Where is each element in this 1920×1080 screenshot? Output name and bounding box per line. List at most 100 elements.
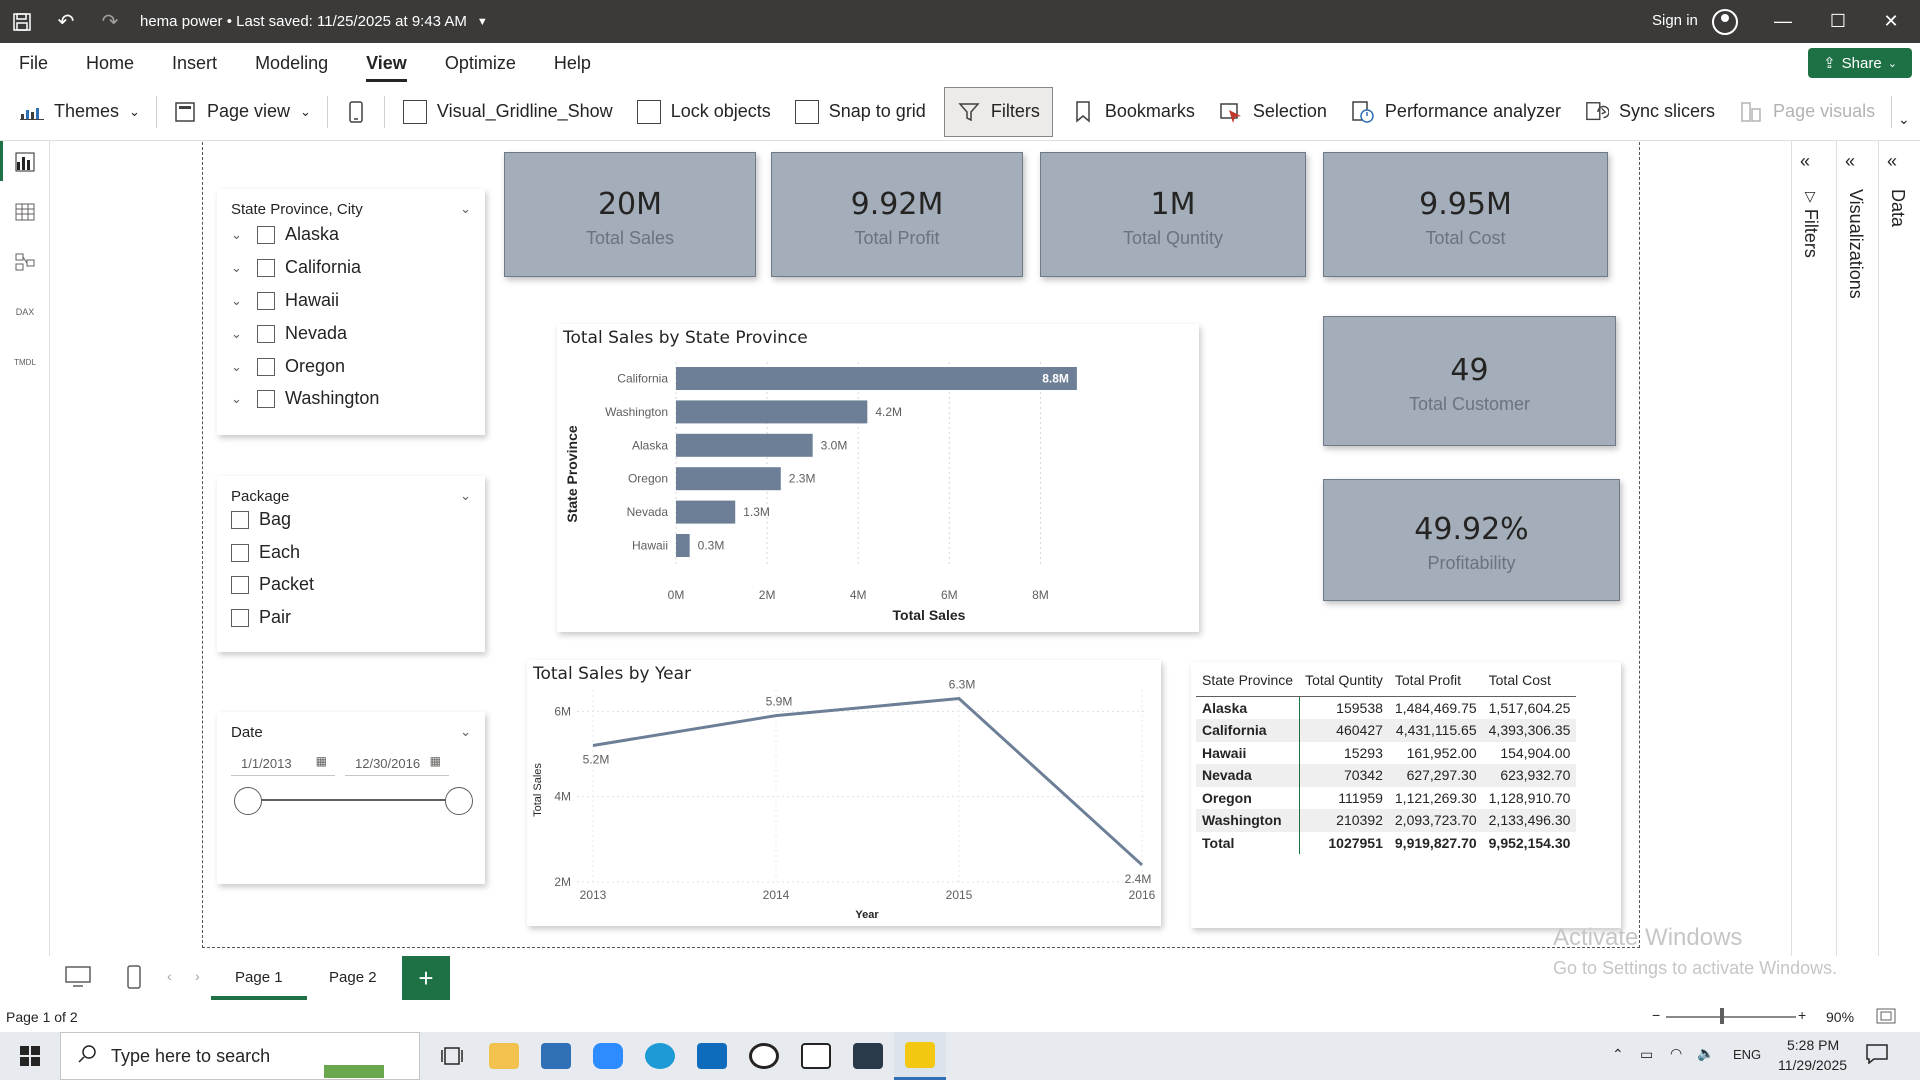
slicer-item-each[interactable]: Each	[231, 542, 300, 563]
sales-line-series[interactable]	[592, 696, 1144, 867]
expand-chevron-icon[interactable]: ⌄	[231, 292, 242, 308]
menu-file[interactable]: File	[0, 43, 67, 83]
slicer-item-california[interactable]: ⌄ California	[231, 257, 361, 278]
slicer-item-hawaii[interactable]: ⌄ Hawaii	[231, 290, 339, 311]
checkbox[interactable]	[231, 510, 249, 529]
snap-to-grid-checkbox[interactable]: Snap to grid	[783, 87, 938, 137]
language-indicator[interactable]: ENG	[1733, 1047, 1762, 1062]
dark-app-icon[interactable]	[842, 1032, 894, 1080]
notification-center-icon[interactable]	[1866, 1044, 1888, 1069]
kpi-total-customer[interactable]: 49 Total Customer	[1323, 316, 1616, 446]
column-header[interactable]: Total Quntity	[1299, 670, 1389, 697]
windows-start-icon[interactable]	[0, 1032, 60, 1080]
table-total-row[interactable]: Total 1027951 9,919,827.70 9,952,154.30	[1196, 831, 1576, 854]
document-title[interactable]: hema power • Last saved: 11/25/2025 at 9…	[140, 13, 467, 30]
mobile-layout-icon[interactable]	[127, 965, 141, 994]
page-view-button[interactable]: Page view ⌄	[161, 87, 323, 137]
checkbox[interactable]	[257, 324, 275, 343]
table-row[interactable]: Nevada 70342 627,297.30 623,932.70	[1196, 764, 1577, 787]
location-slicer[interactable]: State Province, City ⌄ ⌄ Alaska ⌄ Californ…	[217, 189, 485, 435]
date-range-start-handle[interactable]	[234, 787, 262, 815]
slicer-item-pair[interactable]: Pair	[231, 607, 291, 628]
zoom-app-icon[interactable]	[582, 1032, 634, 1080]
checkbox[interactable]	[257, 291, 275, 310]
column-header[interactable]: Total Profit	[1388, 670, 1483, 697]
zoom-slider-track[interactable]	[1666, 1016, 1796, 1018]
bar[interactable]	[676, 467, 781, 491]
chevron-down-icon[interactable]: ⌄	[460, 488, 471, 503]
expand-chevron-icon[interactable]: ⌄	[231, 358, 242, 374]
data-pane-collapsed[interactable]: « Data	[1878, 141, 1920, 956]
undo-icon[interactable]: ↶	[57, 11, 75, 33]
dax-query-view-icon[interactable]: DAX	[15, 307, 35, 317]
performance-analyzer-button[interactable]: Performance analyzer	[1339, 87, 1573, 137]
minimize-icon[interactable]: —	[1774, 11, 1792, 31]
zoom-out-icon[interactable]: −	[1652, 1007, 1661, 1023]
store-icon[interactable]	[530, 1032, 582, 1080]
expand-chevron-icon[interactable]: ⌄	[231, 226, 242, 242]
volume-icon[interactable]: 🔈	[1697, 1045, 1715, 1061]
power-bi-icon[interactable]	[894, 1032, 946, 1080]
bar[interactable]	[676, 400, 868, 424]
table-view-icon[interactable]	[12, 199, 38, 225]
slicer-item-nevada[interactable]: ⌄ Nevada	[231, 323, 347, 344]
battery-icon[interactable]: ▭	[1640, 1046, 1654, 1062]
expand-pane-icon[interactable]: «	[1845, 151, 1856, 171]
menu-view[interactable]: View	[347, 43, 426, 83]
report-view-icon[interactable]	[12, 149, 38, 175]
previous-page-icon[interactable]: ‹	[167, 968, 172, 984]
summary-table-card[interactable]: State Province Total Quntity Total Profi…	[1191, 662, 1621, 928]
table-row[interactable]: Hawaii 15293 161,952.00 154,904.00	[1196, 741, 1576, 764]
bookmarks-button[interactable]: Bookmarks	[1059, 87, 1207, 137]
calendar-icon[interactable]: ▦	[429, 754, 441, 768]
taskbar-search-input[interactable]: Type here to search	[60, 1032, 420, 1080]
gridline-checkbox-box[interactable]	[402, 99, 427, 124]
slicer-item-alaska[interactable]: ⌄ Alaska	[231, 224, 339, 245]
kpi-total-cost[interactable]: 9.95M Total Cost	[1323, 152, 1608, 277]
checkbox[interactable]	[231, 608, 249, 627]
checkbox[interactable]	[257, 389, 275, 408]
lock-objects-checkbox[interactable]: Lock objects	[625, 87, 783, 137]
table-row[interactable]: Alaska 159538 1,484,469.75 1,517,604.25	[1196, 696, 1576, 719]
slicer-item-bag[interactable]: Bag	[231, 509, 291, 530]
calendar-icon[interactable]: ▦	[315, 754, 327, 768]
tab-page-1[interactable]: Page 1	[211, 956, 307, 1000]
menu-home[interactable]: Home	[67, 43, 153, 83]
add-page-button[interactable]: +	[402, 956, 450, 1000]
checkbox[interactable]	[231, 543, 249, 562]
table-row[interactable]: California 460427 4,431,115.65 4,393,306.35	[1196, 719, 1577, 742]
tmdl-view-icon[interactable]: TMDL	[14, 357, 36, 367]
kpi-total-quantity[interactable]: 1M Total Quntity	[1040, 152, 1306, 277]
bar[interactable]	[676, 433, 813, 457]
gridline-checkbox[interactable]: Visual_Gridline_Show	[389, 87, 625, 137]
slicer-item-washington[interactable]: ⌄ Washington	[231, 388, 379, 409]
page-visuals-button[interactable]: Page visuals	[1727, 87, 1887, 137]
filters-pane-toggle[interactable]: Filters	[943, 86, 1053, 137]
chevron-down-icon[interactable]: ⌄	[460, 724, 471, 739]
end-date-input[interactable]: 12/30/2016 ▦	[345, 748, 449, 776]
edge-browser-icon[interactable]	[634, 1032, 686, 1080]
kpi-total-profit[interactable]: 9.92M Total Profit	[771, 152, 1023, 277]
file-explorer-icon[interactable]	[478, 1032, 530, 1080]
outlook-icon[interactable]	[686, 1032, 738, 1080]
visualizations-pane-collapsed[interactable]: « Visualizations	[1836, 141, 1874, 956]
checkbox[interactable]	[257, 225, 275, 244]
date-slicer[interactable]: Date ⌄ 1/1/2013 ▦ 12/30/2016 ▦	[217, 712, 485, 884]
themes-button[interactable]: Themes ⌄	[0, 87, 152, 137]
sign-in-link[interactable]: Sign in	[1652, 12, 1698, 29]
bar[interactable]	[676, 367, 1077, 390]
menu-help[interactable]: Help	[535, 43, 610, 83]
expand-chevron-icon[interactable]: ⌄	[231, 259, 242, 275]
expand-pane-icon[interactable]: «	[1800, 151, 1811, 171]
share-button[interactable]: ⇪ Share ⌄	[1808, 48, 1912, 78]
next-page-icon[interactable]: ›	[195, 968, 200, 984]
table-row[interactable]: Washington 210392 2,093,723.70 2,133,496.30	[1196, 809, 1577, 832]
column-header[interactable]: State Province	[1196, 670, 1300, 697]
bar-chart-card[interactable]: Total Sales by State Province 0M 2M 4M 6M 8M…	[557, 324, 1199, 632]
column-header[interactable]: Total Cost	[1482, 670, 1577, 697]
bar[interactable]	[676, 500, 736, 524]
wifi-icon[interactable]: ◠	[1670, 1045, 1683, 1061]
redo-icon[interactable]: ↷	[101, 11, 119, 33]
desktop-layout-icon[interactable]	[65, 966, 91, 993]
expand-chevron-icon[interactable]: ⌄	[231, 325, 242, 341]
